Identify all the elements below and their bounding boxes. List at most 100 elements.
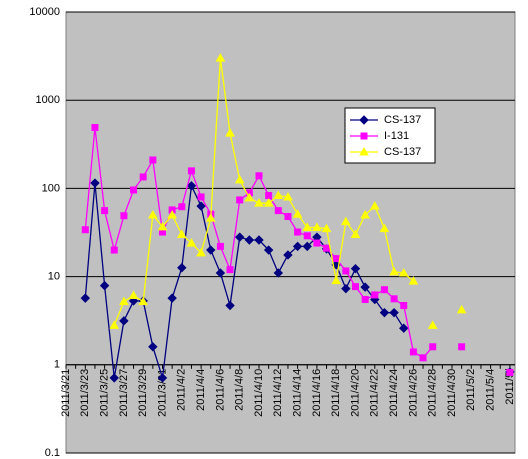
- data-point: [408, 276, 419, 285]
- data-point: [427, 320, 438, 329]
- data-point: [225, 300, 235, 311]
- data-point: [139, 173, 147, 181]
- legend-label: CS-137: [384, 146, 421, 158]
- data-point: [340, 216, 351, 226]
- data-point: [389, 266, 399, 276]
- data-point: [389, 307, 399, 318]
- data-point: [215, 53, 226, 62]
- x-tick-label: 2011/3/21: [60, 369, 72, 417]
- data-point: [110, 246, 118, 254]
- data-point: [225, 128, 235, 137]
- data-point: [216, 242, 224, 250]
- data-point: [332, 255, 340, 263]
- x-tick-label: 2011/5/4: [485, 369, 497, 411]
- data-point: [292, 209, 303, 218]
- x-tick-label: 2011/4/6: [214, 369, 226, 411]
- data-point: [147, 209, 158, 219]
- data-point: [157, 373, 168, 383]
- data-point: [90, 178, 100, 188]
- data-point: [361, 296, 369, 303]
- legend-marker: [359, 146, 369, 156]
- x-tick-label: 2011/4/10: [253, 369, 265, 417]
- data-point: [206, 245, 216, 255]
- x-tick-label: 2011/4/26: [407, 369, 419, 417]
- data-point: [323, 244, 331, 252]
- data-point: [379, 223, 390, 233]
- data-point: [360, 282, 370, 292]
- data-point: [186, 181, 197, 191]
- data-point: [429, 343, 437, 351]
- data-point: [109, 320, 120, 329]
- x-tick-label: 2011/3/31: [156, 369, 168, 417]
- data-point: [283, 250, 293, 260]
- data-point: [399, 323, 409, 333]
- data-point: [186, 238, 197, 247]
- data-point: [205, 213, 216, 222]
- data-point: [254, 198, 264, 207]
- data-point: [458, 343, 466, 351]
- x-tick-label: 2011/4/4: [195, 369, 207, 411]
- data-point: [80, 293, 91, 303]
- y-tick-label: 10000: [29, 6, 60, 18]
- data-point: [128, 290, 139, 300]
- legend-label: CS-137: [384, 114, 421, 126]
- data-point: [350, 229, 361, 239]
- data-point: [302, 222, 313, 232]
- data-point: [360, 209, 371, 219]
- data-point: [379, 307, 390, 318]
- x-tick-label: 2011/3/29: [137, 369, 149, 417]
- x-tick-label: 2011/4/30: [446, 369, 458, 417]
- x-tick-label: 2011/4/16: [311, 369, 323, 417]
- data-point: [409, 348, 417, 356]
- x-tick-label: 2011/5/: [504, 368, 516, 405]
- x-tick-label: 2011/4/12: [272, 369, 284, 417]
- data-point: [119, 296, 129, 306]
- data-point: [294, 228, 302, 236]
- data-point: [313, 239, 321, 247]
- x-tick-label: 2011/4/2: [176, 369, 188, 411]
- x-tick-label: 2011/5/2: [465, 369, 477, 411]
- data-point: [197, 193, 205, 201]
- data-point: [456, 304, 467, 314]
- x-tick-label: 2011/3/23: [79, 369, 91, 417]
- data-point: [263, 198, 274, 207]
- data-point: [176, 229, 187, 239]
- data-point: [109, 373, 119, 383]
- data-point: [236, 196, 244, 204]
- data-point: [234, 174, 245, 184]
- data-point: [215, 268, 226, 278]
- data-point: [99, 280, 110, 291]
- data-point: [119, 316, 129, 326]
- data-point: [138, 296, 149, 306]
- data-point: [91, 124, 99, 132]
- data-point: [400, 302, 408, 310]
- data-point: [302, 241, 312, 252]
- legend-label: I-131: [384, 130, 409, 142]
- x-tick-label: 2011/4/18: [330, 369, 342, 417]
- x-tick-label: 2011/4/24: [388, 369, 400, 417]
- data-point: [273, 268, 284, 278]
- x-tick-label: 2011/4/8: [234, 369, 246, 411]
- data-point: [390, 295, 398, 303]
- data-point: [303, 232, 311, 240]
- data-point: [226, 266, 234, 274]
- data-point: [244, 192, 255, 202]
- data-point: [148, 342, 158, 352]
- data-point: [187, 167, 195, 175]
- data-point: [81, 226, 89, 234]
- data-point: [312, 222, 322, 232]
- data-point: [263, 245, 274, 255]
- x-tick-label: 2011/3/25: [99, 369, 111, 417]
- data-point: [196, 201, 206, 211]
- x-tick-label: 2011/4/22: [369, 369, 381, 417]
- data-point: [254, 235, 264, 245]
- data-point: [506, 368, 514, 376]
- data-point: [149, 156, 157, 164]
- x-tick-label: 2011/4/20: [349, 369, 361, 417]
- x-tick-label: 2011/4/28: [427, 369, 439, 417]
- data-point: [369, 201, 380, 210]
- data-point: [167, 209, 178, 219]
- data-point: [157, 221, 168, 231]
- data-point: [273, 190, 284, 200]
